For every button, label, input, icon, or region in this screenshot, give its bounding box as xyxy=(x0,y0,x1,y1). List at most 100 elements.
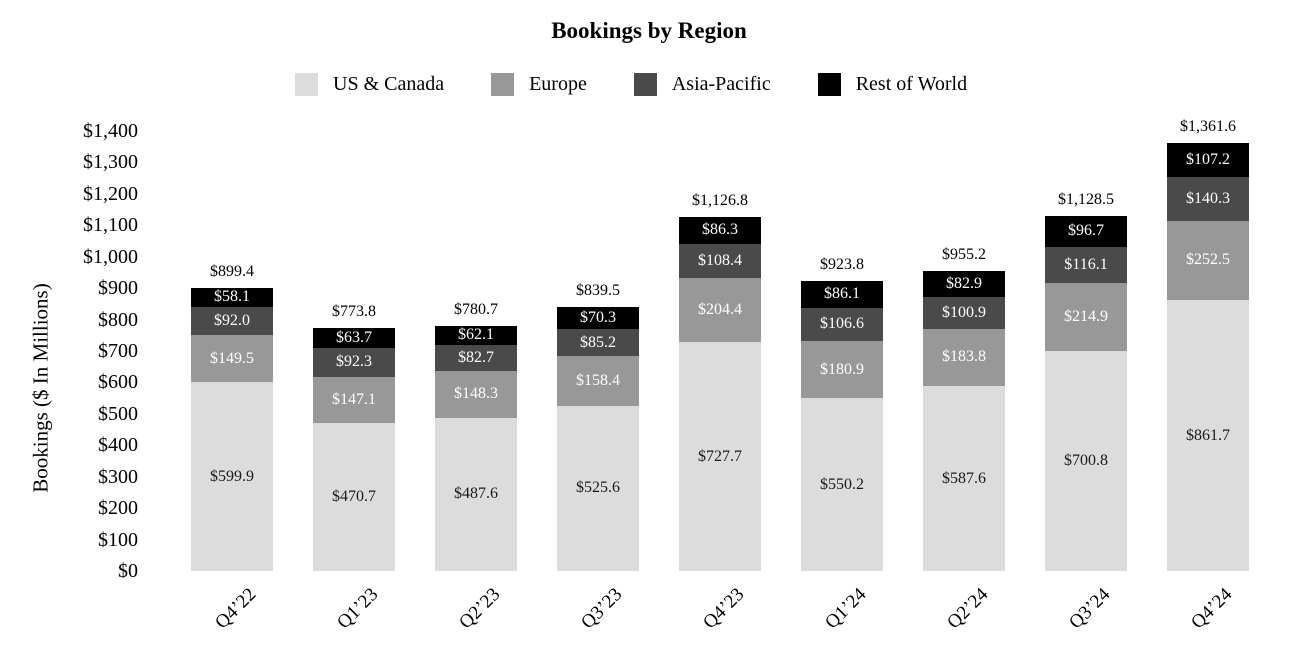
x-tick-label: Q4’24 xyxy=(1187,584,1237,634)
bar-segment-us-canada: $487.6 xyxy=(435,417,517,571)
x-tick-label: Q4’22 xyxy=(211,584,261,634)
bar-segment-value: $82.9 xyxy=(946,274,982,292)
x-tick-label: Q1’24 xyxy=(821,584,871,634)
bar-segment-rest-of-world: $86.3 xyxy=(679,216,761,244)
y-tick-label: $900 xyxy=(98,277,138,300)
bar-segment-asia-pacific: $82.7 xyxy=(435,345,517,372)
legend: US & Canada Europe Asia-Pacific Rest of … xyxy=(295,73,967,96)
bar-segment-asia-pacific: $100.9 xyxy=(923,296,1005,329)
bar-segment-europe: $180.9 xyxy=(801,341,883,399)
y-tick-label: $700 xyxy=(98,339,138,362)
bar-segment-value: $252.5 xyxy=(1186,251,1230,269)
legend-swatch-us-canada xyxy=(295,73,318,96)
bar-total-label: $899.4 xyxy=(210,263,254,281)
bar-segment-value: $92.0 xyxy=(214,312,250,329)
bar-segment-value: $700.8 xyxy=(1064,451,1108,469)
bar-segment-value: $487.6 xyxy=(454,485,498,503)
legend-swatch-europe xyxy=(491,73,515,96)
bar-segment-value: $214.9 xyxy=(1064,307,1108,325)
bar-segment-value: $85.2 xyxy=(580,333,616,351)
bar-segment-us-canada: $587.6 xyxy=(923,386,1005,571)
bar-segment-europe: $204.4 xyxy=(679,278,761,343)
bar-segment-asia-pacific: $108.4 xyxy=(679,243,761,279)
bar-segment-rest-of-world: $62.1 xyxy=(435,325,517,346)
bar-total-label: $773.8 xyxy=(332,302,376,320)
legend-swatch-asia-pacific xyxy=(633,73,657,96)
y-tick-label: $200 xyxy=(98,497,138,520)
bar-segment-value: $183.8 xyxy=(942,348,986,366)
bar-segment-europe: $149.5 xyxy=(191,335,273,383)
bar-segment-europe: $147.1 xyxy=(313,376,395,424)
bar-total-label: $1,361.6 xyxy=(1180,118,1236,136)
bar-segment-rest-of-world: $70.3 xyxy=(557,307,639,330)
bar-segment-us-canada: $700.8 xyxy=(1045,350,1127,571)
bar-segment-us-canada: $599.9 xyxy=(191,382,273,571)
bar-segment-asia-pacific: $92.0 xyxy=(191,306,273,336)
bar-segment-us-canada: $525.6 xyxy=(557,405,639,571)
bar-segment-value: $550.2 xyxy=(820,475,864,493)
bar-segment-value: $525.6 xyxy=(576,479,620,497)
bar-total-label: $1,128.5 xyxy=(1058,191,1114,209)
bar-total-label: $839.5 xyxy=(576,282,620,300)
bar-segment-value: $100.9 xyxy=(942,303,986,321)
legend-item-rest-of-world: Rest of World xyxy=(817,73,967,96)
bar-segment-value: $96.7 xyxy=(1068,222,1104,240)
bar-segment-value: $599.9 xyxy=(210,467,254,485)
x-tick-label: Q4’23 xyxy=(699,584,749,634)
bar-segment-value: $149.5 xyxy=(210,349,254,367)
legend-label-asia-pacific: Asia-Pacific xyxy=(671,73,771,95)
y-tick-label: $0 xyxy=(118,560,138,582)
y-tick-label: $1,100 xyxy=(83,214,138,237)
bar-segment-asia-pacific: $92.3 xyxy=(313,347,395,377)
bar-segment-us-canada: $470.7 xyxy=(313,423,395,571)
y-tick-label: $500 xyxy=(98,402,138,425)
y-tick-label: $100 xyxy=(98,528,138,551)
bar-segment-europe: $252.5 xyxy=(1167,220,1249,301)
legend-item-us-canada: US & Canada xyxy=(295,73,444,96)
bar-segment-rest-of-world: $86.1 xyxy=(801,280,883,308)
bar-total-label: $780.7 xyxy=(454,300,498,318)
bar-segment-value: $727.7 xyxy=(698,447,742,465)
bar-segment-value: $140.3 xyxy=(1186,189,1230,207)
bar-segment-value: $106.6 xyxy=(820,315,864,333)
bar-segment-value: $204.4 xyxy=(698,301,742,319)
bar-segment-us-canada: $861.7 xyxy=(1167,300,1249,571)
x-tick-label: Q2’23 xyxy=(455,584,505,634)
bar-segment-value: $82.7 xyxy=(458,349,494,367)
bar-segment-value: $92.3 xyxy=(336,353,372,371)
bar-segment-value: $107.2 xyxy=(1186,150,1230,168)
x-tick-label: Q2’24 xyxy=(943,584,993,634)
bar-segment-rest-of-world: $96.7 xyxy=(1045,216,1127,247)
y-tick-label: $1,200 xyxy=(83,182,138,205)
bar-segment-value: $861.7 xyxy=(1186,426,1230,444)
x-tick-label: Q1’23 xyxy=(333,584,383,634)
bar-segment-rest-of-world: $107.2 xyxy=(1167,143,1249,177)
bar-segment-europe: $158.4 xyxy=(557,356,639,406)
bar-segment-value: $158.4 xyxy=(576,371,620,389)
bar-segment-europe: $183.8 xyxy=(923,328,1005,387)
bar-segment-rest-of-world: $82.9 xyxy=(923,270,1005,297)
legend-label-europe: Europe xyxy=(529,73,587,95)
x-tick-label: Q3’24 xyxy=(1065,584,1115,634)
bar-segment-value: $587.6 xyxy=(942,469,986,487)
bar-segment-europe: $214.9 xyxy=(1045,283,1127,351)
bar-segment-us-canada: $727.7 xyxy=(679,342,761,571)
bar-segment-value: $116.1 xyxy=(1064,255,1108,273)
y-tick-label: $300 xyxy=(98,465,138,488)
bar-segment-value: $86.1 xyxy=(824,285,860,303)
bar-segment-asia-pacific: $106.6 xyxy=(801,307,883,342)
bar-segment-value: $470.7 xyxy=(332,488,376,506)
bar-segment-us-canada: $550.2 xyxy=(801,398,883,571)
bar-segment-value: $180.9 xyxy=(820,360,864,378)
bar-segment-value: $63.7 xyxy=(336,328,372,346)
bar-segment-value: $108.4 xyxy=(698,252,742,269)
bar-segment-value: $148.3 xyxy=(454,385,498,403)
bar-segment-value: $70.3 xyxy=(580,309,616,327)
y-tick-label: $600 xyxy=(98,371,138,394)
bar-segment-value: $58.1 xyxy=(214,288,250,306)
bar-segment-rest-of-world: $58.1 xyxy=(191,288,273,307)
y-tick-label: $1,000 xyxy=(83,245,138,268)
bar-segment-value: $147.1 xyxy=(332,390,376,408)
bar-total-label: $1,126.8 xyxy=(692,191,748,209)
